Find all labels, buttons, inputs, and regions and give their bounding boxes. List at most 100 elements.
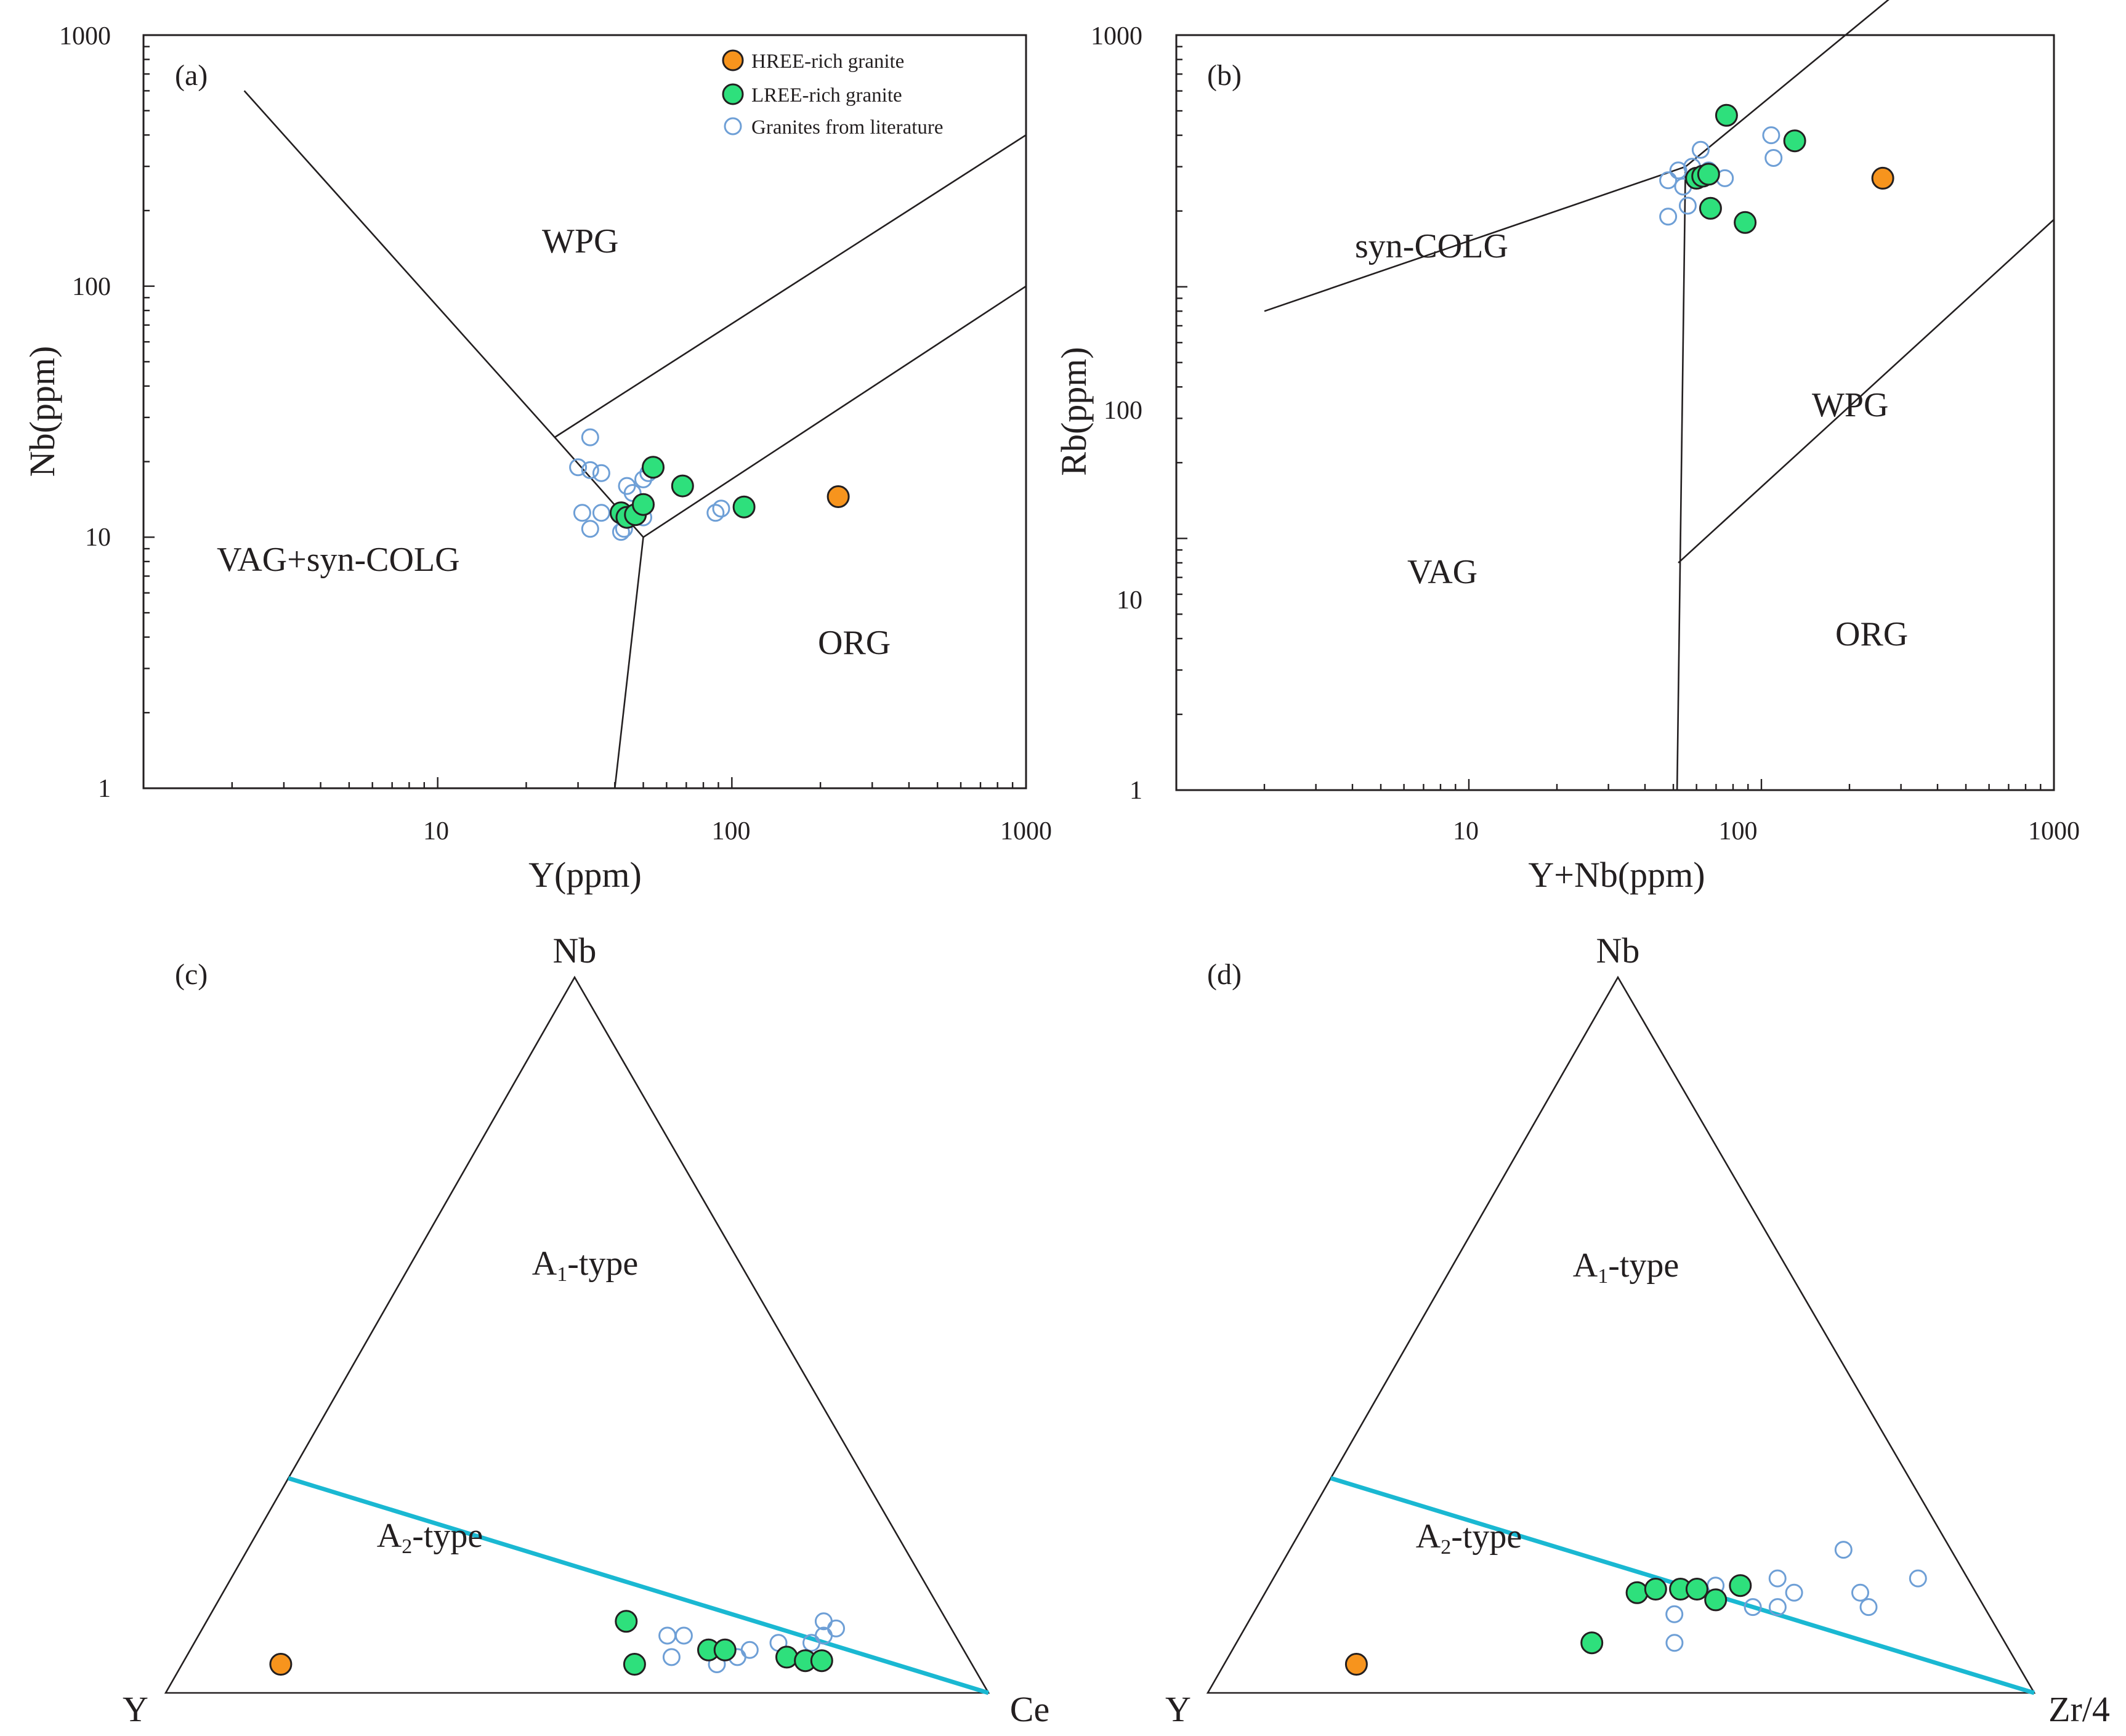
region-a2-suffix-c: -type bbox=[412, 1517, 483, 1555]
panel-c-apex-right: Ce bbox=[1010, 1689, 1049, 1729]
panel-b-point-lit bbox=[1659, 171, 1678, 190]
region-wpg-a: WPG bbox=[542, 222, 618, 260]
panel-b-point-lree bbox=[1697, 163, 1720, 186]
panel-d-point-lit bbox=[1665, 1634, 1684, 1652]
legend-hree-marker bbox=[722, 49, 744, 71]
panel-a-point-lree bbox=[671, 474, 694, 498]
region-wpg-b: WPG bbox=[1812, 386, 1888, 424]
panel-b-point-lree bbox=[1715, 103, 1738, 127]
region-org-b: ORG bbox=[1835, 615, 1908, 653]
legend-literature-marker bbox=[724, 117, 742, 135]
panel-d-point-lree bbox=[1580, 1631, 1604, 1655]
panel-a-ytick-100: 100 bbox=[72, 273, 111, 301]
panel-c-apex-left: Y bbox=[123, 1689, 148, 1729]
panel-d-point-lit bbox=[1834, 1541, 1853, 1559]
legend-hree-label: HREE-rich granite bbox=[751, 50, 904, 73]
panel-a-point-lree bbox=[632, 493, 655, 516]
panel-a-point-lit bbox=[581, 520, 599, 538]
panel-d-point-lit bbox=[1768, 1598, 1787, 1617]
panel-d-point-lree bbox=[1625, 1581, 1649, 1604]
panel-b-x-axis-label: Y+Nb(ppm) bbox=[1528, 855, 1705, 895]
panel-a-point-lit bbox=[592, 464, 610, 482]
region-a1-type-d: A1-type bbox=[1573, 1246, 1679, 1288]
panel-a-point-lit bbox=[581, 428, 599, 446]
panel-d-label: (d) bbox=[1207, 958, 1242, 991]
panel-d-point-lree bbox=[1644, 1578, 1667, 1601]
panel-b-ytick-1: 1 bbox=[1130, 777, 1142, 805]
panel-b-point-lit bbox=[1764, 149, 1783, 167]
region-org-a: ORG bbox=[818, 624, 891, 662]
panel-c-apex-top: Nb bbox=[553, 931, 597, 971]
legend-lree-label: LREE-rich granite bbox=[751, 84, 902, 107]
panel-a-x-axis-label: Y(ppm) bbox=[528, 855, 642, 895]
panel-d-point-hree bbox=[1344, 1653, 1368, 1676]
panel-a-xtick-1000: 1000 bbox=[1000, 817, 1052, 846]
panel-a-ytick-1000: 1000 bbox=[59, 22, 111, 50]
panel-b-ytick-1000: 1000 bbox=[1091, 22, 1142, 50]
panel-b-boundary-line bbox=[1676, 166, 1686, 791]
panel-d-point-lit bbox=[1909, 1569, 1927, 1588]
region-a2-suffix-d: -type bbox=[1451, 1517, 1522, 1556]
panel-b-point-lit bbox=[1659, 208, 1678, 226]
panel-b-point-lit bbox=[1669, 161, 1687, 180]
panel-a-point-lit bbox=[706, 504, 725, 522]
panel-d-point-lree bbox=[1685, 1578, 1708, 1601]
panel-b-boundary-line bbox=[1678, 219, 2055, 563]
panel-a-point-lit bbox=[573, 504, 591, 522]
panel-c-point-lit bbox=[814, 1612, 833, 1631]
panel-d: (d) Nb Y Zr/4 A1-type A2-type bbox=[1165, 931, 2110, 1729]
panel-a-boundary-line bbox=[243, 90, 644, 789]
panel-a-frame bbox=[142, 34, 1027, 789]
panel-b-point-lree bbox=[1783, 129, 1806, 153]
panel-c-point-lit bbox=[658, 1626, 677, 1645]
panel-b-points bbox=[1659, 103, 1894, 234]
panel-c-point-lit bbox=[674, 1626, 693, 1645]
panel-a-xtick-100: 100 bbox=[712, 817, 751, 846]
panel-c-points bbox=[269, 1610, 845, 1676]
panel-c-point-lree bbox=[615, 1610, 638, 1633]
panel-c-a1-a2-divider bbox=[288, 1476, 990, 1695]
panel-d-apex-right: Zr/4 bbox=[2048, 1689, 2110, 1729]
panel-b-xtick-10: 10 bbox=[1453, 817, 1479, 846]
panel-d-point-lree bbox=[1704, 1588, 1728, 1612]
panel-b-y-axis-label: Rb(ppm) bbox=[1054, 347, 1094, 475]
panel-a-point-lit bbox=[712, 499, 730, 518]
panel-a-point-lit bbox=[618, 477, 636, 495]
region-syn-colg-b: syn-COLG bbox=[1355, 227, 1508, 265]
panel-a-y-axis-label: Nb(ppm) bbox=[22, 346, 62, 477]
panel-c-point-lit bbox=[802, 1634, 820, 1652]
panel-b-point-lree bbox=[1734, 211, 1757, 234]
panel-d-apex-top: Nb bbox=[1596, 931, 1640, 971]
region-a2-subscript-c: 2 bbox=[402, 1535, 412, 1558]
panel-a-point-lit bbox=[592, 504, 610, 522]
panel-b-point-lree bbox=[1699, 196, 1722, 220]
panel-a-point-lree bbox=[732, 495, 756, 519]
region-a1-suffix-c: -type bbox=[567, 1245, 638, 1283]
panel-a-point-lit bbox=[581, 461, 599, 479]
panel-c-label: (c) bbox=[175, 958, 208, 991]
panel-b-xtick-100: 100 bbox=[1719, 817, 1758, 846]
panel-b: (b) 10 100 1000 1 10 100 1000 Y+Nb(ppm) … bbox=[1054, 0, 2080, 895]
panel-d-apex-left: Y bbox=[1165, 1689, 1191, 1729]
panel-c-triangle bbox=[164, 975, 990, 1694]
panel-c-point-lree bbox=[623, 1653, 646, 1676]
panel-c-point-lit bbox=[740, 1641, 759, 1659]
panel-a: (a) 10 100 1000 1 10 100 1000 Y(ppm) Nb(… bbox=[22, 22, 1052, 895]
panel-c-point-lit bbox=[827, 1619, 845, 1637]
panel-a-boundary-line bbox=[554, 134, 1027, 438]
region-a2-type-d: A2-type bbox=[1416, 1517, 1522, 1559]
panel-c-point-lree bbox=[775, 1645, 798, 1669]
region-a1-type-c: A1-type bbox=[532, 1245, 639, 1286]
panel-a-point-lree bbox=[642, 456, 665, 479]
panel-b-point-lit bbox=[1691, 140, 1710, 159]
panel-b-ticks bbox=[1175, 46, 2042, 791]
panel-a-label: (a) bbox=[175, 59, 208, 92]
panel-d-points bbox=[1344, 1541, 1927, 1676]
panel-b-point-hree bbox=[1871, 166, 1894, 190]
region-a2-type-c: A2-type bbox=[377, 1517, 483, 1558]
panel-c-point-lree bbox=[810, 1649, 833, 1673]
panel-b-boundaries bbox=[1264, 0, 2055, 791]
legend: HREE-rich granite LREE-rich granite Gran… bbox=[722, 49, 944, 139]
panel-b-point-lit bbox=[1678, 196, 1697, 215]
